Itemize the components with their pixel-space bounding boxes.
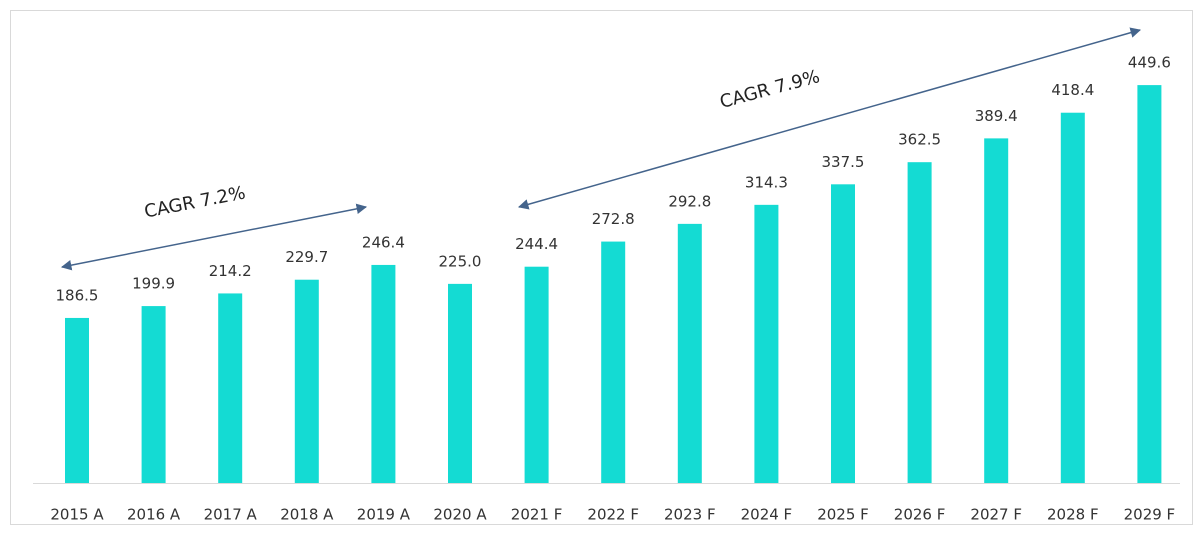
value-label: 337.5 [822, 153, 865, 171]
x-tick-label: 2017 A [204, 506, 258, 524]
value-label: 199.9 [132, 275, 175, 293]
annotation: CAGR 7.9% [718, 66, 822, 113]
x-tick-label: 2016 A [127, 506, 181, 524]
value-label: 314.3 [745, 173, 788, 191]
value-label: 214.2 [209, 262, 252, 280]
bar [601, 241, 626, 483]
bar [1137, 85, 1162, 483]
value-label: 292.8 [668, 192, 711, 210]
value-label: 225.0 [439, 252, 482, 270]
bar [677, 223, 702, 483]
x-tick-label: 2015 A [50, 506, 104, 524]
value-label: 246.4 [362, 233, 405, 251]
x-tick-label: 2020 A [433, 506, 487, 524]
x-tick-label: 2027 F [970, 506, 1022, 524]
cagr-arrow [60, 203, 368, 271]
bar [524, 266, 549, 483]
bar [754, 204, 779, 484]
value-label: 389.4 [975, 107, 1018, 125]
value-label: 272.8 [592, 210, 635, 228]
bar [448, 283, 472, 483]
cagr-arrow [517, 27, 1142, 210]
x-tick-label: 2023 F [664, 506, 716, 524]
bar [984, 138, 1009, 484]
value-label: 362.5 [898, 131, 941, 149]
x-tick-label: 2029 F [1124, 506, 1176, 524]
bar [141, 306, 166, 483]
x-tick-label: 2028 F [1047, 506, 1099, 524]
annotation: CAGR 7.2% [143, 182, 248, 222]
x-tick-label: 2022 F [587, 506, 639, 524]
bar [831, 184, 855, 483]
value-label: 229.7 [285, 248, 328, 266]
bar [907, 162, 932, 483]
bar [1060, 112, 1085, 483]
chart-border [10, 10, 1193, 525]
x-tick-label: 2021 F [511, 506, 563, 524]
x-tick-label: 2019 A [357, 506, 411, 524]
x-tick-label: 2025 F [817, 506, 869, 524]
x-tick-label: 2026 F [894, 506, 946, 524]
bar [371, 264, 396, 483]
x-tick-label: 2018 A [280, 506, 334, 524]
bar [294, 279, 319, 483]
bar [218, 293, 243, 483]
value-label: 244.4 [515, 235, 558, 253]
value-label: 186.5 [56, 286, 99, 304]
x-tick-label: 2024 F [741, 506, 793, 524]
value-label: 418.4 [1051, 81, 1094, 99]
value-label: 449.6 [1128, 54, 1171, 72]
bar [65, 317, 89, 483]
